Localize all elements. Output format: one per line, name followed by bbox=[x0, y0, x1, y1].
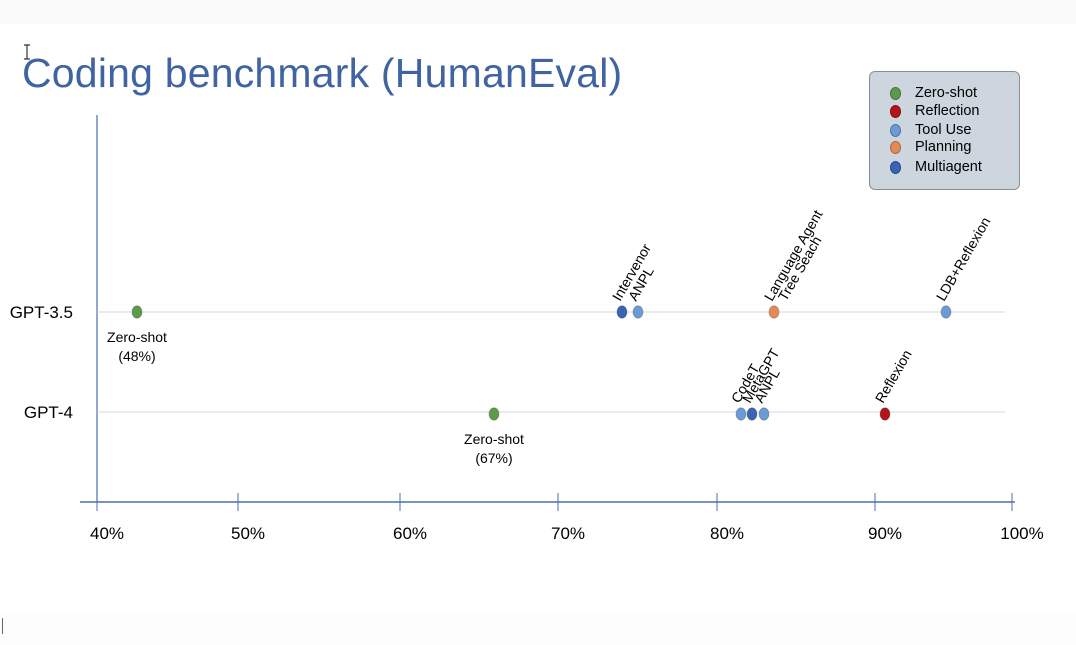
legend-label: Zero-shot bbox=[915, 85, 978, 101]
point-label-value: (48%) bbox=[118, 348, 155, 364]
slide-title: Coding benchmark (HumanEval) bbox=[22, 50, 623, 96]
point-label-rotated: LDB+Reflexion bbox=[933, 214, 994, 303]
legend-item-planning: Planning bbox=[890, 138, 971, 156]
data-point-tool-use bbox=[632, 305, 644, 319]
legend-label: Tool Use bbox=[915, 122, 972, 138]
x-tick-label: 40% bbox=[90, 524, 124, 543]
data-point-zero-shot bbox=[131, 305, 143, 319]
legend-label: Multiagent bbox=[915, 159, 982, 175]
data-point-planning bbox=[768, 305, 780, 319]
y-category-label: GPT-3.5 bbox=[10, 303, 73, 322]
legend-label: Planning bbox=[915, 139, 972, 155]
legend-item-reflection: Reflection bbox=[890, 102, 979, 120]
x-tick-label: 50% bbox=[231, 524, 265, 543]
point-label-value: (67%) bbox=[475, 450, 512, 466]
data-point-multiagent bbox=[746, 407, 758, 421]
x-tick-label: 70% bbox=[551, 524, 585, 543]
data-point-zero-shot bbox=[488, 407, 500, 421]
legend-label: Reflection bbox=[915, 103, 980, 119]
top-strip bbox=[0, 0, 1076, 24]
legend: Zero-shot Reflection Tool Use Planning M… bbox=[869, 71, 1020, 190]
y-category-label: GPT-4 bbox=[24, 403, 73, 422]
x-tick-label: 100% bbox=[1000, 524, 1043, 543]
legend-item-tool-use: Tool Use bbox=[890, 121, 971, 139]
legend-item-zero-shot: Zero-shot bbox=[890, 84, 977, 102]
point-label: Zero-shot bbox=[107, 329, 167, 345]
x-tick-label: 60% bbox=[393, 524, 427, 543]
bottom-strip bbox=[0, 612, 1076, 645]
data-point-reflection bbox=[879, 407, 891, 421]
data-point-tool-use bbox=[758, 407, 770, 421]
legend-item-multiagent: Multiagent bbox=[890, 158, 982, 176]
legend-swatch bbox=[890, 160, 901, 174]
text-caret bbox=[2, 618, 3, 634]
text-cursor-icon bbox=[24, 44, 30, 60]
data-point-tool-use bbox=[940, 305, 952, 319]
point-label: Zero-shot bbox=[464, 431, 524, 447]
legend-swatch bbox=[890, 123, 901, 137]
data-point-tool-use bbox=[735, 407, 747, 421]
x-tick-label: 80% bbox=[710, 524, 744, 543]
legend-swatch bbox=[890, 86, 901, 100]
legend-swatch bbox=[890, 140, 901, 154]
point-label-rotated: Reflexion bbox=[872, 347, 915, 406]
data-point-multiagent bbox=[616, 305, 628, 319]
x-tick-label: 90% bbox=[868, 524, 902, 543]
legend-swatch bbox=[890, 104, 901, 118]
